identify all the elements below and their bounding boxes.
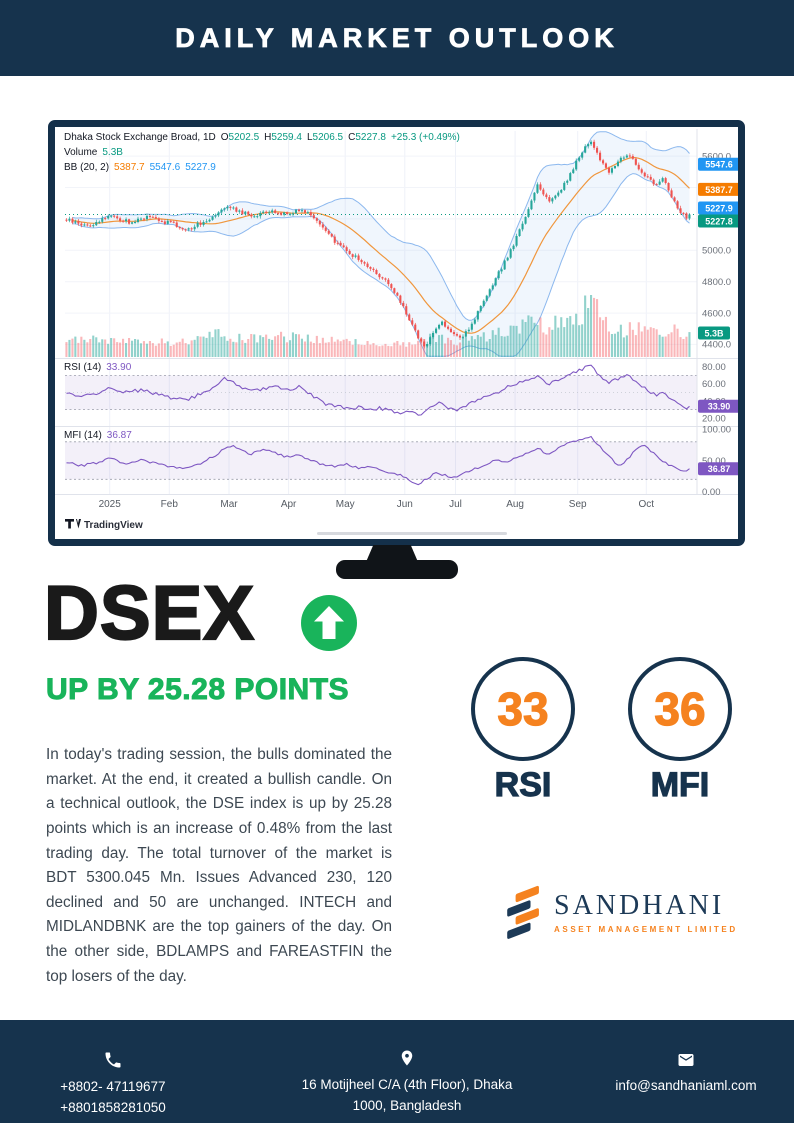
volume-label: Volume: [64, 147, 98, 158]
footer-address-block: 16 Motijheel C/A (4th Floor), Dhaka 1000…: [247, 1048, 567, 1117]
footer-phone-2: +8801858281050: [60, 1099, 166, 1115]
symbol-name: Dhaka Stock Exchange Broad, 1D: [64, 132, 216, 143]
brand-logo: SANDHANI ASSET MANAGEMENT LIMITED: [503, 884, 738, 940]
footer-email-block: info@sandhaniaml.com: [576, 1051, 794, 1097]
header-bar: DAILY MARKET OUTLOOK: [0, 0, 794, 76]
bb-label: BB (20, 2): [64, 162, 110, 173]
svg-text:Apr: Apr: [281, 499, 297, 510]
brand-logo-mark: [507, 885, 539, 939]
up-arrow-icon: [300, 594, 358, 652]
low-value: 5206.5: [312, 132, 344, 143]
svg-text:Feb: Feb: [161, 499, 179, 510]
low-label: L: [306, 132, 313, 143]
chart-legend-volume-row: Volume 5.3B: [64, 147, 123, 158]
mfi-circle-label: MFI: [650, 765, 710, 804]
svg-text:May: May: [336, 499, 355, 510]
svg-text:5387.7: 5387.7: [705, 185, 733, 195]
mfi-legend-label: MFI (14): [64, 430, 102, 441]
volume-series: [65, 295, 691, 357]
grid-lines: [65, 131, 697, 494]
bb-basis-value: 5387.7: [114, 162, 145, 173]
mfi-number: 36: [654, 682, 706, 735]
high-label: H: [264, 132, 272, 143]
monitor-frame: 5600.05400.05200.05000.04800.04600.04400…: [48, 120, 745, 546]
mfi-legend: MFI (14) 36.87: [64, 430, 132, 441]
page-title: DAILY MARKET OUTLOOK: [175, 22, 619, 53]
rsi-legend-label: RSI (14): [64, 362, 102, 373]
close-value: 5227.8: [355, 132, 386, 143]
change-value: +25.3 (+0.49%): [390, 132, 460, 143]
svg-text:60.00: 60.00: [702, 379, 726, 390]
email-icon: [678, 1054, 694, 1066]
mfi-circle: 36: [628, 657, 732, 761]
footer: +8802- 47119677 +8801858281050 16 Motijh…: [0, 1020, 794, 1123]
index-name: DSEX: [43, 571, 255, 656]
svg-text:TradingView: TradingView: [84, 520, 143, 531]
tradingview-chart: 5600.05400.05200.05000.04800.04600.04400…: [55, 127, 738, 539]
bollinger-bands: [72, 131, 690, 357]
pane-separators: [55, 129, 738, 495]
svg-text:Sep: Sep: [569, 499, 587, 510]
bb-upper-value: 5547.6: [149, 162, 181, 173]
location-pin-icon: [401, 1050, 413, 1066]
chart-legend-bb-row: BB (20, 2) 5387.7 5547.6 5227.9: [64, 162, 216, 173]
svg-text:5.3B: 5.3B: [704, 328, 724, 338]
chart-legend-symbol-row: Dhaka Stock Exchange Broad, 1D O5202.5 H52…: [64, 132, 460, 143]
open-label: O: [220, 132, 229, 143]
svg-text:2025: 2025: [99, 499, 122, 510]
monitor-stand-neck: [366, 545, 418, 562]
svg-text:5600.0: 5600.0: [702, 151, 731, 162]
monitor-stand-base: [336, 560, 458, 579]
svg-text:Mar: Mar: [220, 499, 238, 510]
rsi-legend-value: 33.90: [106, 362, 132, 373]
market-summary-text: In today's trading session, the bulls do…: [46, 746, 392, 985]
svg-text:33.90: 33.90: [708, 402, 731, 412]
svg-text:5227.9: 5227.9: [705, 203, 733, 213]
footer-address-2: 1000, Bangladesh: [352, 1097, 462, 1113]
footer-address-1: 16 Motijheel C/A (4th Floor), Dhaka: [301, 1077, 513, 1092]
subtitle: UP BY 25.28 POINTS: [45, 673, 350, 707]
brand-name: SANDHANI: [554, 890, 725, 921]
svg-text:Jul: Jul: [449, 499, 462, 510]
rsi-circle: 33: [471, 657, 575, 761]
svg-text:4400.0: 4400.0: [702, 340, 731, 351]
rsi-circle-label: RSI: [494, 765, 552, 804]
rsi-legend: RSI (14) 33.90: [64, 362, 131, 373]
chart-canvas: 5600.05400.05200.05000.04800.04600.04400…: [55, 129, 738, 535]
rsi-number: 33: [497, 682, 549, 735]
svg-text:5000.0: 5000.0: [702, 246, 731, 257]
svg-text:80.00: 80.00: [702, 362, 726, 373]
footer-phone-1: +8802- 47119677: [60, 1079, 166, 1094]
bb-lower-value: 5227.9: [185, 162, 216, 173]
svg-text:100.00: 100.00: [702, 425, 731, 436]
tradingview-logo: TradingView: [65, 519, 507, 535]
svg-text:0.00: 0.00: [702, 487, 721, 498]
svg-text:4800.0: 4800.0: [702, 277, 731, 288]
high-value: 5259.4: [271, 132, 302, 143]
rsi-pane: [65, 364, 697, 416]
svg-text:Aug: Aug: [506, 499, 524, 510]
mfi-legend-value: 36.87: [106, 430, 132, 441]
svg-text:36.87: 36.87: [708, 464, 731, 474]
svg-text:50.00: 50.00: [702, 456, 726, 467]
footer-phone-block: +8802- 47119677 +8801858281050: [33, 1050, 193, 1119]
svg-text:Jun: Jun: [397, 499, 413, 510]
open-value: 5202.5: [228, 132, 260, 143]
footer-email: info@sandhaniaml.com: [615, 1078, 757, 1093]
axis-badges: 5547.6 5387.7 5227.9 5227.8 5.3B 33.90 36.87: [698, 157, 738, 476]
svg-text:20.00: 20.00: [702, 414, 726, 425]
svg-text:5547.6: 5547.6: [705, 160, 733, 170]
mfi-pane: [65, 435, 697, 486]
candlestick-series: [65, 139, 691, 349]
close-label: C: [348, 132, 356, 143]
brand-tagline: ASSET MANAGEMENT LIMITED: [554, 925, 738, 934]
svg-text:Oct: Oct: [639, 499, 655, 510]
phone-icon: [105, 1052, 121, 1068]
time-axis-labels: 2025 Feb Mar Apr May Jun Jul Aug Sep Oct: [99, 499, 655, 510]
volume-value: 5.3B: [102, 147, 123, 158]
svg-text:5227.8: 5227.8: [705, 216, 733, 226]
svg-text:4600.0: 4600.0: [702, 308, 731, 319]
